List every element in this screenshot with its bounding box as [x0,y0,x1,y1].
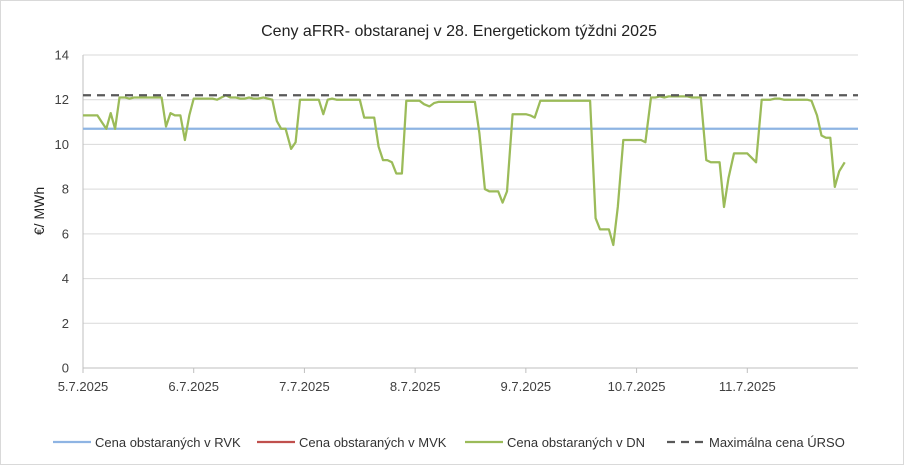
y-tick-label: 8 [62,182,69,197]
legend: Cena obstaraných v RVK Cena obstaraných v… [53,435,845,450]
legend-label: Cena obstaraných v MVK [299,435,447,450]
y-axis-label: €/ MWh [31,187,47,235]
legend-label: Maximálna cena ÚRSO [709,435,845,450]
y-tick-label: 0 [62,361,69,376]
y-tick-label: 6 [62,226,69,241]
y-tick-label: 10 [55,137,69,152]
chart-title: Ceny aFRR- obstaranej v 28. Energetickom… [261,23,657,40]
y-tick-label: 12 [55,92,69,107]
y-tick-label: 4 [62,271,69,286]
x-tick-label: 6.7.2025 [168,379,219,394]
x-tick-label: 8.7.2025 [390,379,441,394]
x-tick-label: 10.7.2025 [608,379,666,394]
y-tick-label: 2 [62,316,69,331]
series-line-2 [83,94,846,247]
y-tick-label: 14 [55,48,69,63]
x-tick-label: 11.7.2025 [719,379,776,394]
y-axis-ticks: 0 2 4 6 8 10 12 14 [55,48,69,376]
x-tick-label: 7.7.2025 [279,379,330,394]
series-lines [83,94,858,247]
x-tick-label: 9.7.2025 [501,379,552,394]
x-tick-label: 5.7.2025 [58,379,109,394]
x-axis-ticks: 5.7.2025 6.7.2025 7.7.2025 8.7.2025 9.7.2025… [58,368,776,394]
legend-label: Cena obstaraných v DN [507,435,645,450]
legend-label: Cena obstaraných v RVK [95,435,241,450]
